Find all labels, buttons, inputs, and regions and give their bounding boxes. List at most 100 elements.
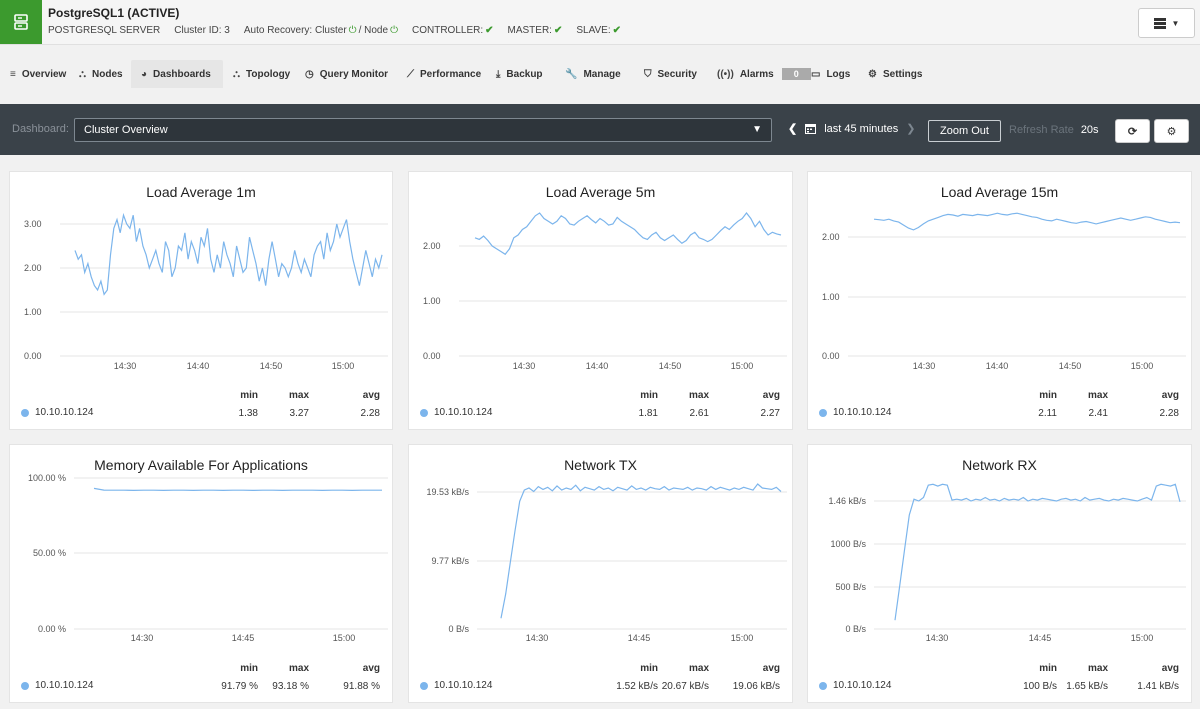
- cluster-power-icon[interactable]: ⏻: [348, 25, 357, 36]
- time-range-value[interactable]: last 45 minutes: [824, 122, 899, 135]
- stat-value-min: 1.38: [238, 408, 258, 419]
- legend-dot-icon: [21, 408, 29, 417]
- tab-nodes[interactable]: ⛬ Nodes: [69, 60, 131, 88]
- server-icon: [0, 0, 42, 44]
- y-tick-label: 1.00: [423, 296, 441, 306]
- chevron-left-icon[interactable]: ❮: [788, 123, 798, 135]
- tab-label: Settings: [882, 68, 923, 80]
- stat-value-avg: 2.28: [1159, 408, 1179, 419]
- legend-dot-icon: [420, 681, 428, 690]
- y-tick-label: 50.00 %: [33, 548, 66, 558]
- stat-value-avg: 19.06 kB/s: [732, 681, 780, 692]
- legend-item[interactable]: 10.10.10.124: [21, 680, 93, 691]
- series-line[interactable]: [500, 483, 782, 619]
- y-tick-label: 2.00: [423, 241, 441, 251]
- caret-down-icon: ▼: [1171, 18, 1180, 28]
- sitemap-icon: ⛬: [79, 68, 86, 80]
- tab-overview[interactable]: ≡ Overview: [0, 60, 69, 88]
- stat-header-min: min: [640, 663, 658, 674]
- series-line[interactable]: [894, 483, 1181, 621]
- wrench-icon: 🔧: [565, 68, 578, 80]
- tab-alarms[interactable]: ((•)) Alarms 0: [707, 60, 811, 88]
- y-tick-label: 1.00: [24, 307, 42, 317]
- y-tick-label: 9.77 kB/s: [431, 556, 469, 566]
- chart-title: Network TX: [564, 457, 637, 473]
- legend-host-label: 10.10.10.124: [35, 680, 94, 691]
- legend-item[interactable]: 10.10.10.124: [420, 680, 492, 691]
- chart-panel: Load Average 5m 2.00 1.00 0.00 14:30 14:40 14:…: [408, 171, 793, 430]
- cluster-info: POSTGRESQL SERVER Cluster ID: 3 Auto Rec…: [48, 25, 635, 36]
- chart-title: Load Average 15m: [940, 184, 1059, 200]
- series-line[interactable]: [93, 487, 382, 492]
- y-tick-label: 0.00 %: [38, 624, 66, 634]
- master-status: MASTER: ✔: [508, 25, 563, 36]
- tab-security[interactable]: ⛉ Security: [634, 60, 707, 88]
- chart-title: Network RX: [962, 457, 1037, 473]
- legend-item[interactable]: 10.10.10.124: [420, 407, 492, 418]
- refresh-button[interactable]: ⟳: [1115, 119, 1150, 143]
- tab-settings[interactable]: ⚙ Settings: [858, 60, 928, 88]
- auto-recovery-label: Auto Recovery: Cluster: [243, 25, 347, 36]
- stat-value-avg: 91.88 %: [343, 681, 380, 692]
- stat-header-max: max: [688, 663, 709, 674]
- cluster-actions-button[interactable]: ▼: [1138, 8, 1195, 38]
- stat-header-avg: avg: [1161, 390, 1179, 401]
- stat-header-max: max: [1087, 663, 1108, 674]
- node-label: / Node: [358, 25, 389, 36]
- tab-topology[interactable]: ⛬ Topology: [223, 60, 295, 88]
- stat-value-max: 3.27: [289, 408, 309, 419]
- dashboard-label: Dashboard:: [12, 123, 69, 135]
- x-tick-label: 14:30: [926, 633, 949, 643]
- stat-value-min: 100 B/s: [1023, 681, 1057, 692]
- stat-value-min: 91.79 %: [221, 681, 258, 692]
- stat-value-avg: 2.28: [360, 408, 380, 419]
- y-tick-label: 3.00: [24, 219, 42, 229]
- tab-logs[interactable]: ▭ Logs: [801, 60, 858, 88]
- chart-title: Load Average 5m: [545, 184, 656, 200]
- dashboard-select-value: Cluster Overview: [84, 124, 168, 136]
- dashboard-select[interactable]: Cluster Overview ▼: [74, 118, 772, 142]
- clock-icon: ◷: [305, 68, 314, 80]
- legend-dot-icon: [819, 681, 827, 690]
- series-line[interactable]: [873, 212, 1181, 231]
- x-tick-label: 14:40: [586, 361, 609, 371]
- tab-performance[interactable]: ⟋ Performance: [397, 60, 486, 88]
- dashboard-icon: ◕: [141, 68, 148, 80]
- refresh-icon: ⟳: [1127, 125, 1138, 138]
- legend-item[interactable]: 10.10.10.124: [819, 680, 891, 691]
- y-tick-label: 19.53 kB/s: [426, 487, 469, 497]
- legend-item[interactable]: 10.10.10.124: [819, 407, 891, 418]
- legend-dot-icon: [420, 408, 428, 417]
- settings-button[interactable]: ⚙: [1154, 119, 1189, 143]
- series-line[interactable]: [474, 212, 782, 256]
- check-icon: ✔: [485, 25, 494, 36]
- tab-backup[interactable]: ⤓ Backup: [486, 60, 555, 88]
- legend-host-label: 10.10.10.124: [833, 680, 892, 691]
- node-power-icon[interactable]: ⏻: [390, 25, 398, 36]
- tab-label: Performance: [420, 68, 482, 80]
- chart-panel: Load Average 15m 2.00 1.00 0.00 14:30 14:40 14…: [807, 171, 1192, 430]
- line-chart: 19.53 kB/s 9.77 kB/s 0 B/s 14:30 14:45 15:00: [426, 483, 787, 643]
- chevron-right-icon[interactable]: ❯: [906, 123, 916, 135]
- cluster-title: PostgreSQL1 (ACTIVE): [48, 6, 180, 20]
- x-tick-label: 14:45: [628, 633, 651, 643]
- tab-label: Logs: [826, 68, 851, 80]
- gear-icon: ⚙: [868, 68, 877, 80]
- tab-manage[interactable]: 🔧 Manage: [555, 60, 634, 88]
- line-chart: 1.46 kB/s 1000 B/s 500 B/s 0 B/s 14:30 14:45 1…: [828, 483, 1186, 643]
- legend-item[interactable]: 10.10.10.124: [21, 407, 93, 418]
- stat-value-max: 93.18 %: [272, 681, 309, 692]
- y-tick-label: 100.00 %: [28, 473, 66, 483]
- stat-header-avg: avg: [1161, 663, 1179, 674]
- stat-header-max: max: [1087, 390, 1108, 401]
- series-line[interactable]: [74, 212, 383, 296]
- x-tick-label: 14:30: [526, 633, 549, 643]
- y-tick-label: 2.00: [822, 232, 840, 242]
- refresh-rate[interactable]: Refresh Rate 20s: [1009, 124, 1099, 136]
- tab-query-monitor[interactable]: ◷ Query Monitor: [295, 60, 397, 88]
- zoom-out-button[interactable]: Zoom Out: [928, 120, 1001, 142]
- tab-dashboards[interactable]: ◕ Dashboards: [131, 60, 223, 88]
- y-tick-label: 2.00: [24, 263, 42, 273]
- controller-status: CONTROLLER: ✔: [412, 25, 494, 36]
- time-range: ❮ last 45 minutes ❯: [788, 122, 916, 136]
